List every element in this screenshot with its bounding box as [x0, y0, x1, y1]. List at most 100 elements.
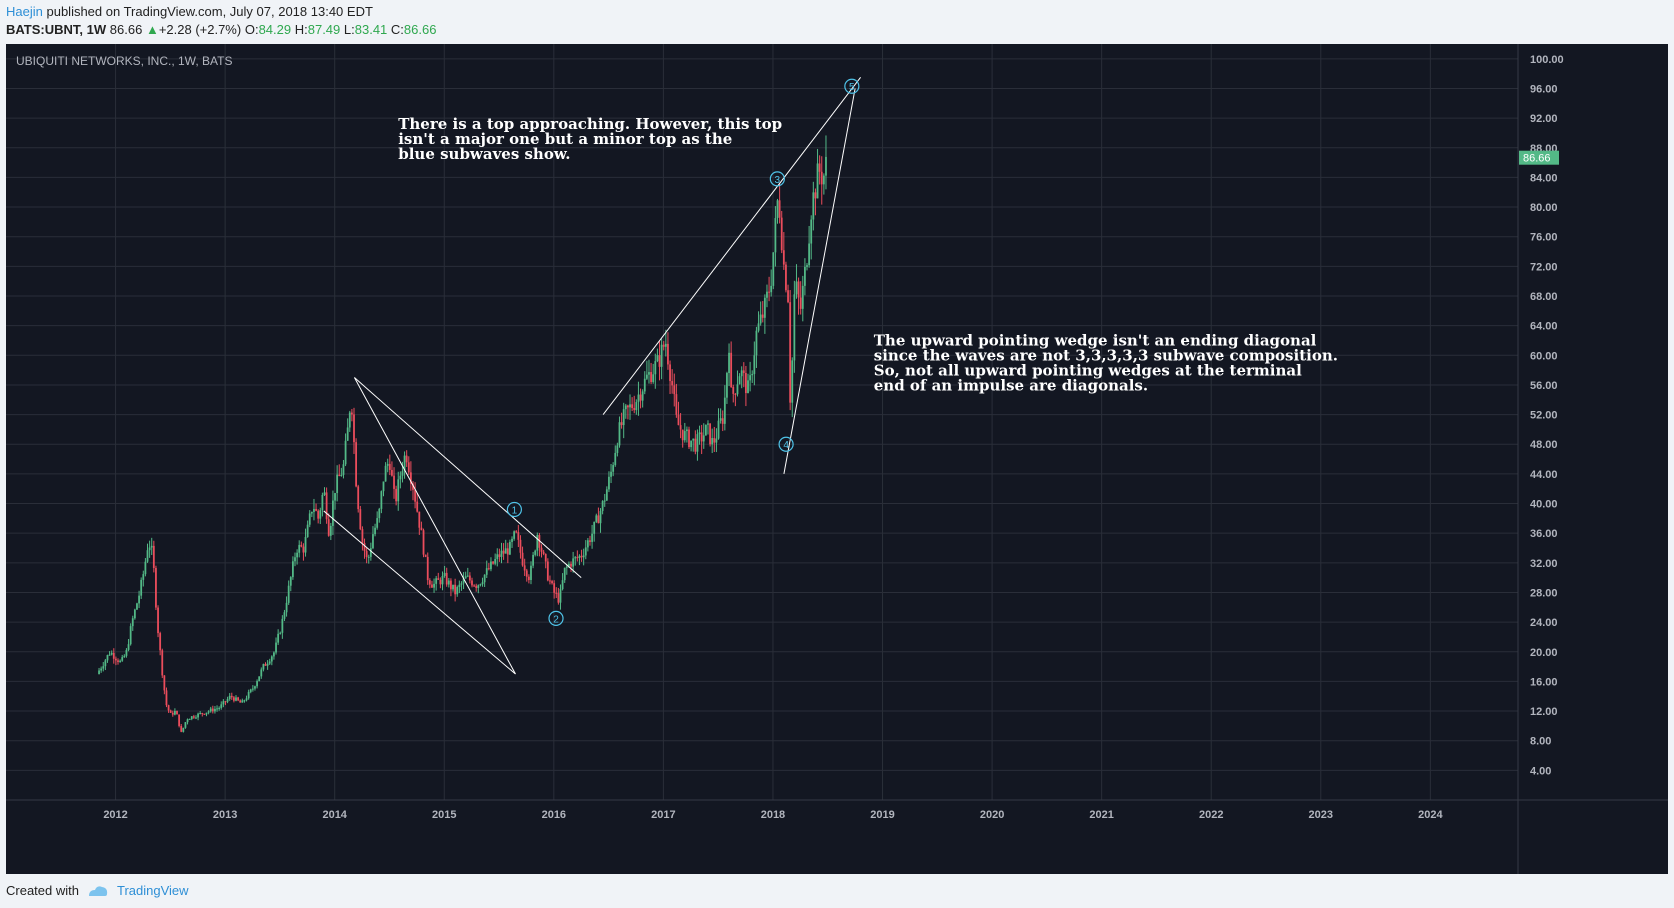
candle-body: [327, 519, 330, 536]
candle-body: [203, 713, 206, 715]
y-tick-label: 72.00: [1530, 261, 1558, 273]
candle-body: [723, 397, 726, 424]
candle-body: [416, 501, 419, 512]
candle-body: [745, 373, 747, 394]
candle-body: [466, 575, 469, 577]
high-label: H:: [294, 22, 308, 37]
wave-label: 5: [849, 82, 855, 93]
candle-body: [686, 429, 688, 432]
tradingview-logo-icon: [88, 885, 108, 896]
candle-body: [673, 385, 676, 395]
candle-body: [435, 578, 438, 584]
candle-body: [622, 409, 625, 426]
close-label: C:: [390, 22, 404, 37]
candle-body: [494, 559, 497, 564]
candle-body: [228, 695, 231, 700]
candle-body: [254, 686, 256, 689]
candle-body: [287, 585, 290, 603]
candle-body: [173, 710, 176, 715]
candle-body: [681, 429, 684, 441]
candle-body: [671, 381, 674, 386]
candle-body: [188, 719, 191, 721]
candle-body: [386, 463, 389, 466]
candle-body: [801, 285, 804, 309]
candle-body: [249, 689, 252, 692]
candle-body: [527, 576, 530, 581]
trend-lines[interactable]: [323, 77, 862, 675]
candle-body: [656, 355, 659, 362]
candle-body: [205, 712, 208, 715]
candle-body: [589, 540, 591, 542]
candle-body: [433, 583, 435, 588]
y-tick-label: 84.00: [1530, 172, 1558, 184]
candle-body: [782, 250, 785, 265]
candle-body: [420, 527, 423, 531]
candle-body: [730, 352, 733, 387]
candle-body: [192, 716, 195, 718]
candle-body: [677, 414, 680, 426]
author-link[interactable]: Haejin: [6, 4, 43, 19]
x-tick-label: 2017: [651, 809, 675, 821]
candle-body: [117, 660, 119, 662]
candle-body: [574, 557, 577, 559]
candle-body: [308, 513, 311, 525]
time-axis[interactable]: 2012 2013 2014 2015 2016 2017 2018 2019 2020 2021…: [103, 809, 1443, 821]
created-with-label: Created with: [6, 883, 79, 898]
price-chart[interactable]: 4.008.0012.0016.0020.0024.0028.0032.0036…: [6, 44, 1668, 874]
candle-body: [608, 476, 610, 490]
candle-body: [291, 561, 294, 578]
candle-body: [763, 297, 766, 318]
candle-body: [424, 554, 427, 557]
candle-body: [279, 632, 282, 634]
candle-body: [346, 427, 349, 441]
candle-body: [795, 281, 798, 295]
wave-marker: [769, 171, 785, 187]
candle-body: [146, 550, 149, 562]
price-tag-box: [1519, 150, 1559, 165]
candle-body: [618, 422, 621, 446]
annotation-line: end of an impulse are diagonals.: [874, 377, 1148, 395]
candle-body: [344, 440, 347, 465]
candle-body: [559, 589, 562, 603]
candle-body: [808, 243, 811, 266]
candle-body: [262, 664, 265, 670]
candle-body: [639, 394, 642, 401]
candle-body: [542, 551, 545, 554]
candle-body: [662, 344, 665, 347]
candle-body: [256, 681, 258, 687]
price-axis[interactable]: 4.00 8.00 12.00 16.00 20.00 24.00 28.00 32.00 36…: [1530, 54, 1564, 778]
candle-body: [216, 708, 218, 710]
candle-body: [220, 704, 223, 708]
candle-body: [477, 585, 480, 589]
tradingview-link[interactable]: TradingView: [116, 883, 189, 898]
candle-body: [749, 375, 752, 381]
candle-body: [652, 374, 655, 383]
candle-body: [694, 438, 697, 452]
candle-body: [321, 494, 324, 511]
candle-body: [317, 510, 320, 519]
candle-body: [791, 360, 794, 403]
candle-body: [580, 555, 583, 558]
candle-body: [298, 544, 301, 553]
candle-body: [348, 412, 351, 428]
candle-body: [431, 584, 433, 588]
wave-marker: [506, 501, 522, 518]
y-tick-label: 100.00: [1530, 54, 1564, 66]
candle-body: [534, 550, 537, 555]
y-tick-label: 4.00: [1530, 765, 1551, 777]
trend-line: [323, 510, 516, 675]
candle-body: [719, 418, 722, 421]
candle-body: [209, 708, 212, 712]
x-tick-label: 2019: [870, 809, 894, 821]
candle-body: [551, 581, 553, 584]
candle-body: [616, 445, 619, 453]
high-value: 87.49: [307, 22, 341, 37]
candle-body: [374, 527, 376, 535]
candle-body: [409, 472, 412, 484]
candle-body: [310, 511, 313, 514]
candle-body: [738, 376, 741, 385]
candle-body: [460, 583, 463, 585]
candle-body: [323, 492, 326, 495]
candle-body: [565, 566, 568, 568]
candle-body: [787, 290, 789, 303]
